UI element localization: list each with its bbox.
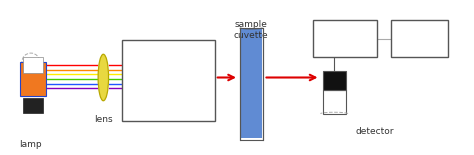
- Bar: [122, 40, 215, 121]
- Text: lens: lens: [94, 115, 113, 124]
- Text: amplifier: amplifier: [325, 34, 365, 43]
- Text: detector: detector: [355, 127, 393, 136]
- Bar: [240, 28, 263, 140]
- Text: Readout: Readout: [401, 34, 438, 43]
- Text: sample
cuvette: sample cuvette: [234, 20, 269, 40]
- Bar: [323, 90, 346, 114]
- Ellipse shape: [98, 54, 109, 101]
- Text: lamp: lamp: [19, 140, 42, 149]
- Bar: [313, 20, 377, 57]
- Bar: [323, 71, 346, 90]
- Bar: [23, 98, 43, 113]
- Bar: [391, 20, 448, 57]
- Bar: [23, 57, 43, 73]
- Bar: [20, 62, 46, 96]
- Text: monochromator: monochromator: [132, 76, 205, 85]
- Bar: [241, 28, 262, 138]
